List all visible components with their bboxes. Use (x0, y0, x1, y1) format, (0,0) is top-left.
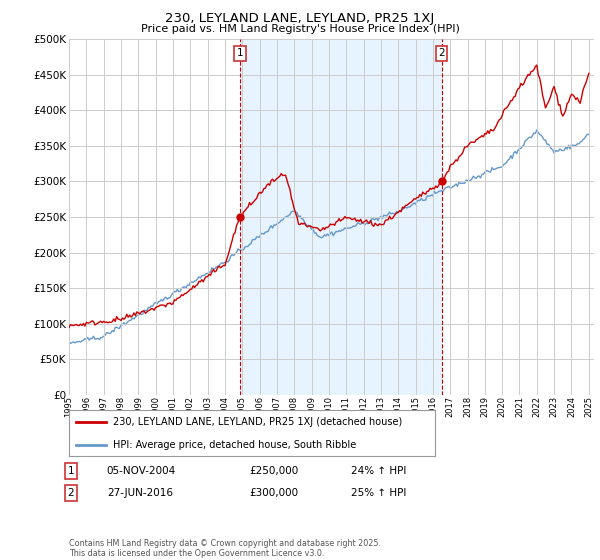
Text: £300,000: £300,000 (249, 488, 298, 498)
Text: 24% ↑ HPI: 24% ↑ HPI (351, 466, 406, 476)
Text: HPI: Average price, detached house, South Ribble: HPI: Average price, detached house, Sout… (113, 440, 356, 450)
Text: £250,000: £250,000 (249, 466, 298, 476)
Text: 2: 2 (67, 488, 74, 498)
Text: 230, LEYLAND LANE, LEYLAND, PR25 1XJ (detached house): 230, LEYLAND LANE, LEYLAND, PR25 1XJ (de… (113, 417, 402, 427)
Text: 1: 1 (67, 466, 74, 476)
Text: 1: 1 (236, 49, 243, 58)
Text: 2: 2 (438, 49, 445, 58)
Bar (239, 39, 442, 395)
Text: 27-JUN-2016: 27-JUN-2016 (107, 488, 173, 498)
Text: 25% ↑ HPI: 25% ↑ HPI (351, 488, 406, 498)
Text: 05-NOV-2004: 05-NOV-2004 (107, 466, 176, 476)
Text: Contains HM Land Registry data © Crown copyright and database right 2025.
This d: Contains HM Land Registry data © Crown c… (69, 539, 381, 558)
Text: 230, LEYLAND LANE, LEYLAND, PR25 1XJ: 230, LEYLAND LANE, LEYLAND, PR25 1XJ (166, 12, 434, 25)
Text: Price paid vs. HM Land Registry's House Price Index (HPI): Price paid vs. HM Land Registry's House … (140, 24, 460, 34)
